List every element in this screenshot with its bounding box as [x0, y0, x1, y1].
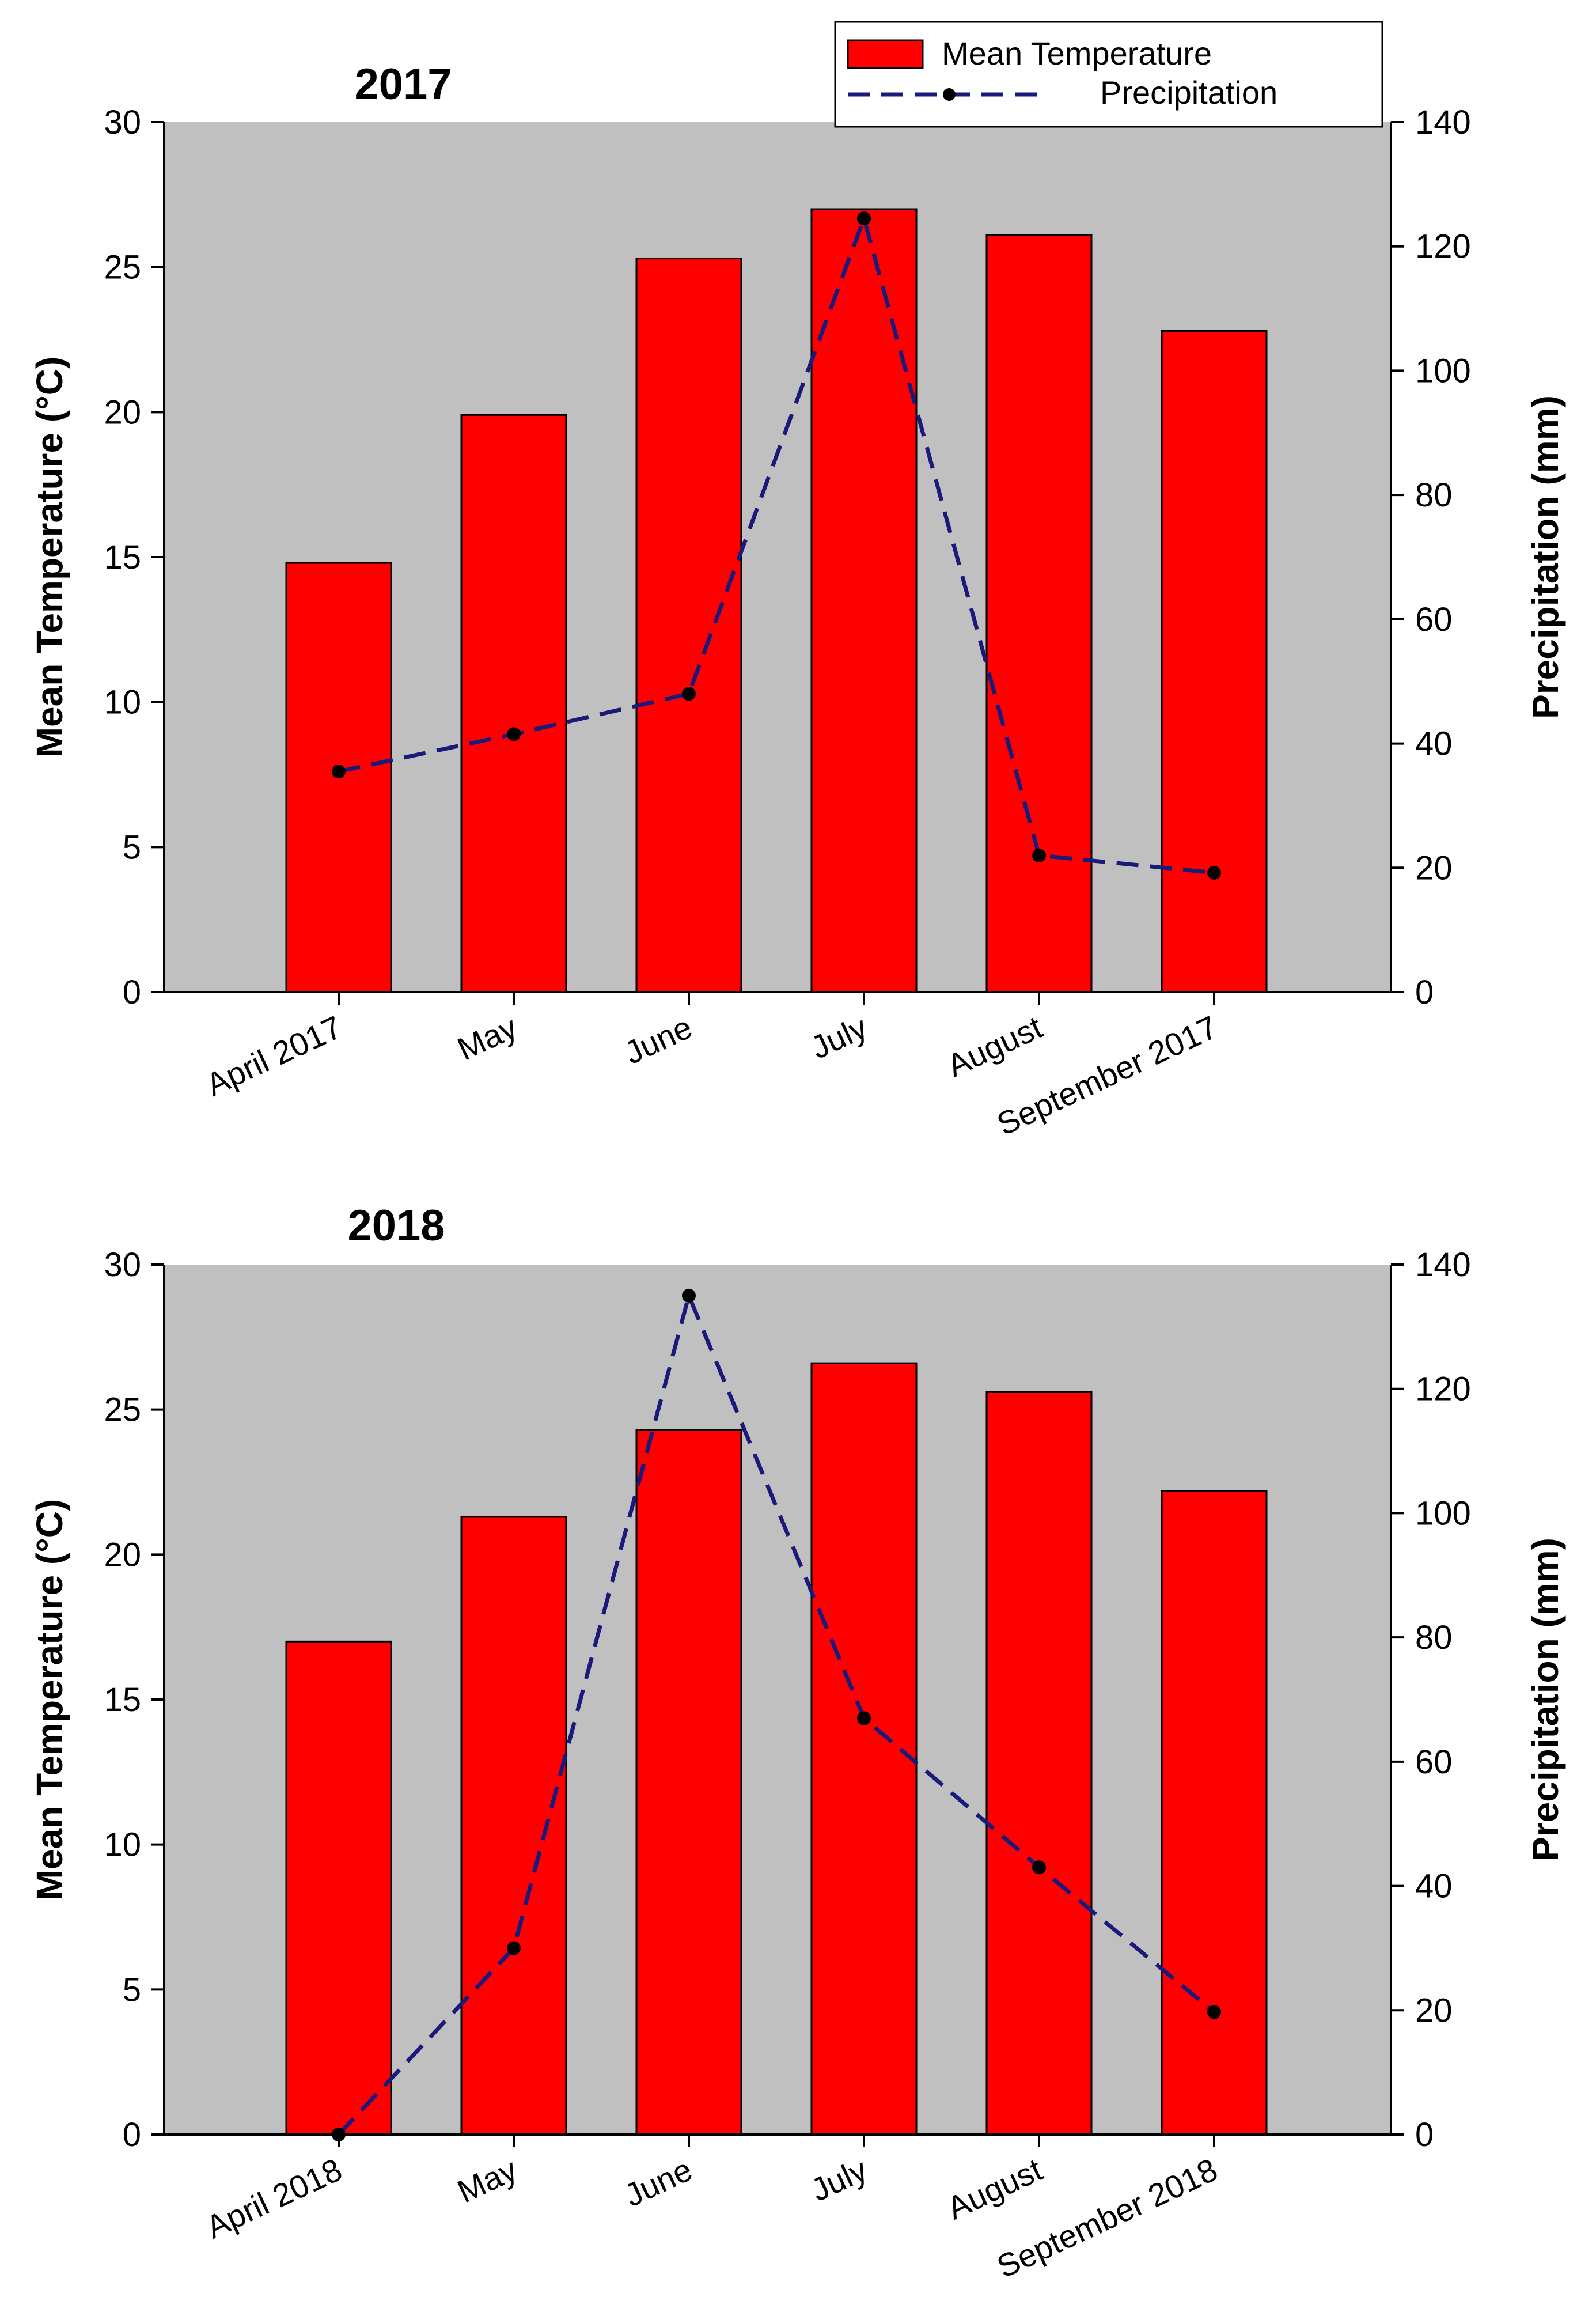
x-tick-label: July — [805, 1009, 873, 1066]
bar-2 — [635, 1429, 742, 2136]
y-tick-label-right: 40 — [1415, 1868, 1453, 1905]
legend-box — [834, 21, 1383, 128]
y-tick-label-right: 100 — [1415, 352, 1471, 389]
y-tick-label-right: 60 — [1415, 1743, 1453, 1781]
precip-point-3 — [857, 1711, 871, 1725]
precip-point-0 — [332, 765, 346, 779]
precip-point-4 — [1032, 1860, 1046, 1875]
legend-line-marker — [943, 88, 956, 101]
precip-point-2 — [682, 687, 696, 701]
bar-1 — [460, 1516, 567, 2136]
charts-root: 2017051015202530020406080100120140April … — [29, 60, 1566, 2285]
precip-line — [338, 211, 1215, 875]
precip-point-1 — [507, 1941, 521, 1955]
y-axis-title-right: Precipitation (mm) — [1525, 1538, 1566, 1861]
y-tick-label-right: 80 — [1415, 1619, 1453, 1656]
x-tick-label: May — [452, 2151, 523, 2210]
bar-3 — [810, 208, 918, 993]
y-axis-title-left: Mean Temperature (°C) — [29, 357, 70, 758]
chart-2018: 2018 0 5 10 15 20 25 30 0 20 40 60 80 100 120 140 April … — [29, 1201, 1566, 2285]
bar-0 — [285, 1640, 392, 2136]
precip-point-1 — [507, 727, 521, 741]
bar-3 — [810, 1362, 918, 2136]
y-tick-label-left: 10 — [104, 684, 141, 721]
y-tick-label-right: 0 — [1415, 2116, 1434, 2154]
bar-5 — [1161, 330, 1268, 993]
y-tick-label-left: 20 — [104, 1536, 141, 1573]
y-tick-label-right: 0 — [1415, 974, 1434, 1011]
y-tick-label-left: 25 — [104, 1391, 141, 1429]
precip-point-2 — [682, 1288, 696, 1303]
precip-point-5 — [1207, 865, 1221, 880]
y-tick-label-left: 25 — [104, 249, 141, 286]
legend-line-label: Precipitation — [1100, 74, 1277, 111]
y-tick-label-right: 20 — [1415, 849, 1453, 887]
precip-line — [337, 1289, 1216, 2136]
x-tick-label: April 2018 — [200, 2151, 347, 2246]
y-tick-label-left: 5 — [123, 828, 141, 866]
x-tick-label: July — [805, 2151, 873, 2208]
y-tick-label-left: 15 — [104, 1681, 141, 1719]
y-tick-label-right: 100 — [1415, 1494, 1471, 1532]
y-tick-label-left: 30 — [104, 104, 141, 141]
y-tick-label-left: 30 — [104, 1246, 141, 1284]
legend-bar-label: Mean Temperature — [942, 35, 1212, 71]
y-tick-label-left: 0 — [123, 974, 141, 1011]
chart-2017: 2017 0 5 10 15 20 25 30 0 20 40 60 80 100 120 140 April … — [29, 60, 1566, 1142]
bar-5 — [1161, 1490, 1268, 2136]
y-tick-label-right: 20 — [1415, 1992, 1453, 2029]
y-tick-label-right: 60 — [1415, 601, 1453, 638]
x-tick-label: August — [941, 2151, 1048, 2227]
precip-point-4 — [1032, 848, 1046, 862]
y-tick-label-left: 0 — [123, 2116, 141, 2154]
y-tick-label-left: 15 — [104, 539, 141, 576]
legend: Mean Temperature Precipitation — [834, 21, 1383, 128]
y-tick-label-left: 10 — [104, 1826, 141, 1864]
y-axis-title-right: Precipitation (mm) — [1525, 395, 1566, 719]
y-tick-label-left: 20 — [104, 393, 141, 431]
bar-2 — [635, 258, 742, 993]
x-tick-label: August — [941, 1009, 1048, 1084]
y-tick-label-right: 140 — [1415, 104, 1471, 141]
y-tick-label-right: 140 — [1415, 1246, 1471, 1284]
x-tick-label: May — [452, 1009, 523, 1068]
x-tick-label: June — [619, 1009, 697, 1071]
y-tick-label-right: 120 — [1415, 228, 1471, 266]
precip-point-5 — [1207, 2005, 1221, 2019]
chart-title: 2018 — [347, 1201, 445, 1250]
x-tick-label: June — [619, 2151, 697, 2213]
precip-point-3 — [857, 211, 871, 226]
y-axis-title-left: Mean Temperature (°C) — [29, 1499, 70, 1901]
y-tick-label-right: 80 — [1415, 476, 1453, 514]
bar-4 — [985, 1391, 1093, 2136]
x-tick-label: April 2017 — [200, 1009, 347, 1103]
bar-1 — [460, 414, 567, 993]
bar-4 — [985, 234, 1093, 993]
chart-title: 2017 — [354, 60, 452, 109]
legend-bar-swatch — [847, 39, 924, 69]
y-tick-label-right: 120 — [1415, 1371, 1471, 1408]
y-tick-label-right: 40 — [1415, 725, 1453, 763]
y-tick-label-left: 5 — [123, 1971, 141, 2008]
